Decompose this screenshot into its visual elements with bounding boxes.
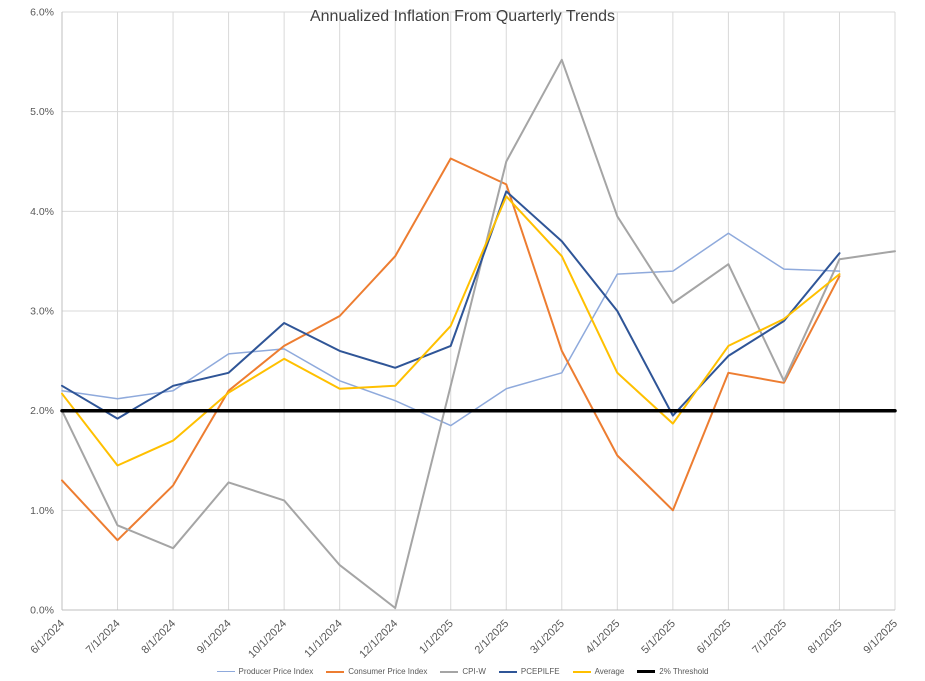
series-line-producer-price-index — [61, 232, 841, 427]
y-axis-tick-label: 3.0% — [30, 306, 54, 318]
x-axis-tick-label: 6/1/2024 — [28, 618, 67, 657]
series-line-average — [61, 195, 841, 467]
legend-label: 2% Threshold — [659, 667, 709, 676]
legend-item-2-threshold: 2% Threshold — [637, 667, 708, 676]
legend-label: Consumer Price Index — [348, 667, 428, 676]
x-axis-tick-label: 10/1/2024 — [246, 618, 289, 661]
x-axis-tick-label: 9/1/2024 — [195, 618, 234, 657]
y-axis-tick-label: 2.0% — [30, 405, 54, 417]
legend-label: CPI-W — [462, 667, 486, 676]
legend-line-swatch-2-threshold — [637, 670, 656, 673]
x-axis-tick-label: 7/1/2025 — [750, 618, 789, 657]
y-axis-tick-label: 1.0% — [30, 505, 54, 517]
legend-line-swatch-average — [572, 670, 591, 673]
legend-item-consumer-price-index: Consumer Price Index — [326, 667, 427, 676]
legend-label: Producer Price Index — [238, 667, 314, 676]
legend-item-cpi-w: CPI-W — [440, 667, 486, 676]
x-axis-tick-label: 9/1/2025 — [861, 618, 900, 657]
legend-line-swatch-producer-price-index — [216, 671, 235, 672]
x-axis-tick-label: 1/1/2025 — [417, 618, 456, 657]
x-axis-tick-label: 5/1/2025 — [639, 618, 678, 657]
chart-legend: Producer Price Index Consumer Price Index… — [0, 667, 925, 676]
x-axis-tick-label: 7/1/2024 — [84, 618, 123, 657]
x-axis-tick-label: 3/1/2025 — [528, 618, 567, 657]
series-line-pcepilfe — [61, 190, 841, 420]
series-line-consumer-price-index — [61, 157, 841, 542]
legend-label: PCEPILFE — [520, 667, 560, 676]
y-axis-tick-label: 0.0% — [30, 605, 54, 617]
x-axis-tick-label: 2/1/2025 — [473, 618, 512, 657]
x-axis-tick-label: 8/1/2024 — [139, 618, 178, 657]
y-axis-tick-label: 4.0% — [30, 206, 54, 218]
legend-item-average: Average — [572, 667, 625, 676]
y-axis-tick-label: 6.0% — [30, 7, 54, 19]
legend-item-producer-price-index: Producer Price Index — [216, 667, 314, 676]
legend-line-swatch-consumer-price-index — [326, 670, 345, 673]
legend-item-pcepilfe: PCEPILFE — [498, 667, 560, 676]
legend-line-swatch-pcepilfe — [498, 670, 517, 673]
x-axis-tick-label: 8/1/2025 — [806, 618, 845, 657]
x-axis-tick-label: 6/1/2025 — [695, 618, 734, 657]
x-axis-tick-label: 12/1/2024 — [357, 618, 400, 661]
x-axis-tick-label: 11/1/2024 — [302, 618, 345, 661]
x-axis-tick-label: 4/1/2025 — [584, 618, 623, 657]
legend-label: Average — [594, 667, 625, 676]
chart-title: Annualized Inflation From Quarterly Tren… — [309, 8, 616, 25]
legend-line-swatch-cpi-w — [440, 670, 459, 673]
y-axis-tick-label: 5.0% — [30, 106, 54, 118]
series-line-cpi-w — [61, 58, 896, 609]
